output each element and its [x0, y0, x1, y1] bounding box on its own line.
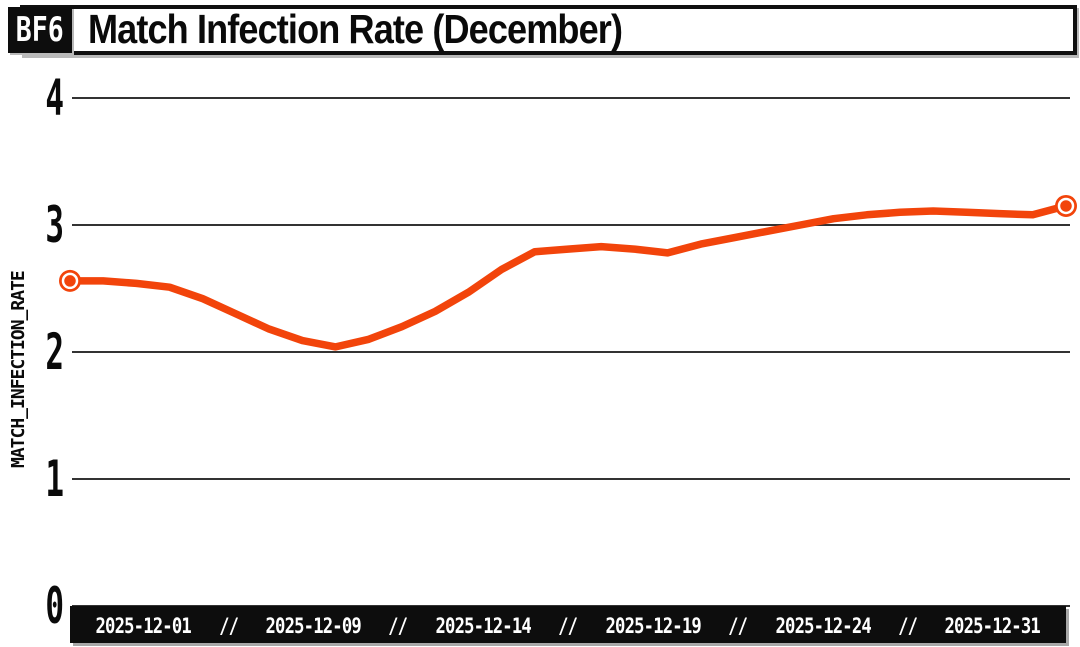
gridline-y-4 [72, 97, 1070, 99]
x-tick-date-label: 2025-12-24 [774, 614, 871, 638]
x-tick-date-label: 2025-12-14 [435, 614, 531, 638]
marker-inner-ring [61, 272, 79, 290]
x-tick-date-label: 2025-12-31 [944, 614, 1041, 638]
chart-title: Match Infection Rate (December) [88, 6, 623, 52]
y-tick-label: 0 [45, 577, 64, 635]
end-point-marker [1055, 194, 1077, 217]
gridline-y-3 [72, 224, 1070, 226]
start-point-marker [59, 269, 81, 292]
x-axis-date-bar: 2025-12-01 // 2025-12-09 // 2025-12-14 // 2025… [70, 606, 1066, 643]
x-tick-date-label: 2025-12-19 [605, 614, 701, 638]
date-separator: // [218, 614, 239, 638]
gridline-y-2 [72, 351, 1070, 353]
marker-inner-ring [1057, 197, 1075, 215]
x-tick-date-label: 2025-12-09 [265, 614, 361, 638]
bf6-badge: BF6 [8, 7, 72, 53]
infection-rate-line [66, 202, 1070, 351]
date-separator: // [388, 614, 409, 638]
date-separator: // [558, 614, 578, 638]
y-tick-label: 4 [45, 69, 64, 127]
date-separator: // [728, 614, 748, 638]
gridline-y-1 [72, 478, 1070, 480]
y-tick-label: 1 [45, 450, 64, 508]
x-tick-date-label: 2025-12-01 [95, 614, 192, 638]
bf6-badge-label: BF6 [16, 10, 64, 50]
y-tick-label: 2 [45, 323, 64, 381]
chart-title-box: Match Infection Rate (December) [20, 5, 1077, 55]
y-tick-label: 3 [45, 196, 64, 254]
date-separator: // [898, 614, 918, 638]
